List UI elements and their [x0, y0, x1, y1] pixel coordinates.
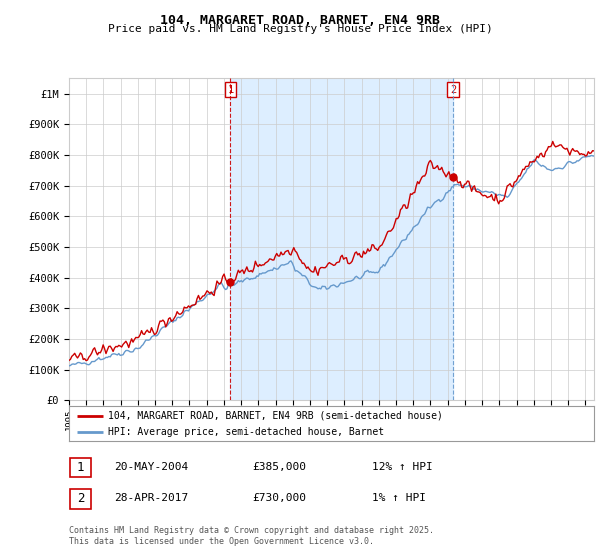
FancyBboxPatch shape: [70, 489, 91, 508]
Text: 1% ↑ HPI: 1% ↑ HPI: [372, 493, 426, 503]
Text: 1: 1: [77, 461, 84, 474]
Text: Price paid vs. HM Land Registry's House Price Index (HPI): Price paid vs. HM Land Registry's House …: [107, 24, 493, 34]
Bar: [230, 78, 453, 400]
FancyBboxPatch shape: [70, 458, 91, 477]
Text: 104, MARGARET ROAD, BARNET, EN4 9RB (semi-detached house): 104, MARGARET ROAD, BARNET, EN4 9RB (sem…: [109, 410, 443, 421]
Text: 20-MAY-2004: 20-MAY-2004: [114, 462, 188, 472]
Text: 1: 1: [227, 85, 233, 95]
Text: 2: 2: [77, 492, 84, 506]
Text: HPI: Average price, semi-detached house, Barnet: HPI: Average price, semi-detached house,…: [109, 427, 385, 437]
Text: 2: 2: [450, 85, 457, 95]
Text: 104, MARGARET ROAD, BARNET, EN4 9RB: 104, MARGARET ROAD, BARNET, EN4 9RB: [160, 14, 440, 27]
Text: Contains HM Land Registry data © Crown copyright and database right 2025.
This d: Contains HM Land Registry data © Crown c…: [69, 526, 434, 546]
Text: £730,000: £730,000: [252, 493, 306, 503]
Text: 12% ↑ HPI: 12% ↑ HPI: [372, 462, 433, 472]
Text: £385,000: £385,000: [252, 462, 306, 472]
Text: 28-APR-2017: 28-APR-2017: [114, 493, 188, 503]
